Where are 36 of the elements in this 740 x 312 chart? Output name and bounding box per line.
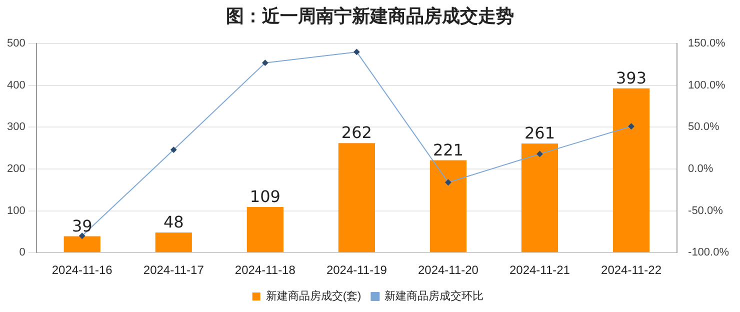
x-tick-label: 2024-11-16 [52,263,113,278]
text: 109 [250,187,280,206]
y2-tick-label: 100.0% [688,79,726,92]
bar [338,143,375,252]
y2-tick-label: 0.0% [688,163,714,176]
text: 261 [524,124,556,143]
bar [155,232,192,252]
y-tick-label: 300 [6,121,26,134]
x-tick-label: 2024-11-17 [143,263,204,278]
bar [521,144,558,252]
text: 393 [616,68,647,88]
y-tick-label: 0 [19,246,26,259]
x-tick-label: 2024-11-21 [509,263,570,278]
x-tick-label: 2024-11-20 [418,263,479,278]
x-tick-label: 2024-11-19 [326,263,388,278]
chart-title: 图：近一周南宁新建商品房成交走势 [225,5,515,29]
x-tick-label: 2024-11-18 [234,263,296,278]
bar [430,160,467,252]
text: 48 [163,212,184,232]
y-tick-label: 200 [6,163,26,176]
text: 39 [72,216,92,236]
y2-tick-label: 150.0% [688,38,726,50]
bar [612,88,650,252]
bar [64,236,100,252]
legend-label: 新建商品房成交(套) [266,290,362,303]
y2-tick-label: -50.0% [688,204,724,217]
y-tick-label: 100 [6,204,26,217]
bar [246,207,284,252]
text: 221 [432,140,464,160]
x-tick-label: 2024-11-22 [601,263,662,278]
y2-tick-label: -100.0% [688,246,730,259]
y-tick-label: 500 [6,38,26,50]
legend-label: 新建商品房成交环比 [384,290,484,303]
y2-tick-label: 50.0% [688,121,720,134]
y-tick-label: 400 [6,79,26,92]
text: 262 [341,123,372,142]
